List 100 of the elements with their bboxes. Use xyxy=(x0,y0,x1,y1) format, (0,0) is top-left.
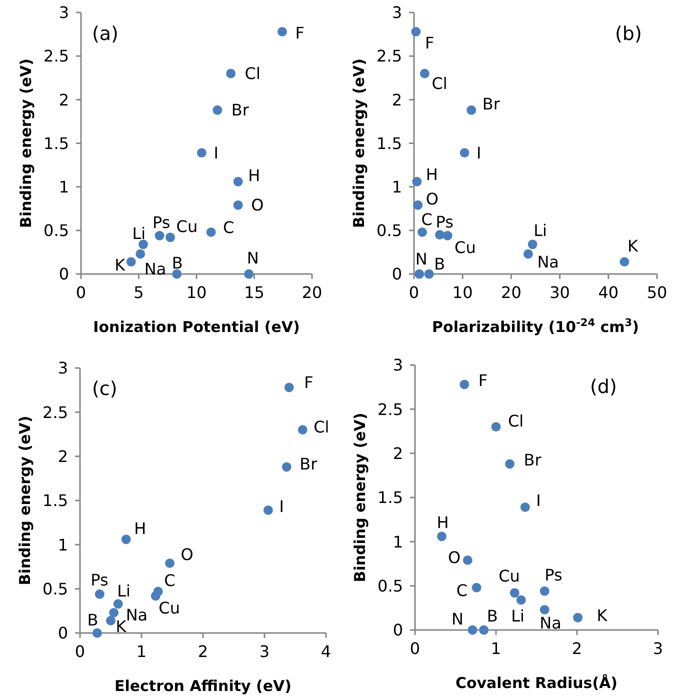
y-tick-label: 3 xyxy=(392,3,402,22)
annotation: Na xyxy=(537,252,559,272)
point xyxy=(411,26,421,36)
y-tick-label: 0 xyxy=(58,624,68,643)
annotation: Li xyxy=(132,224,146,243)
point xyxy=(528,240,538,250)
annotation: I xyxy=(279,496,284,516)
point xyxy=(540,586,550,596)
point xyxy=(150,591,160,601)
y-tick-label: 0.5 xyxy=(42,579,68,598)
x-tick-label: 3 xyxy=(259,642,270,661)
y-tick-label: 0.5 xyxy=(378,576,403,596)
annotation: B xyxy=(172,254,183,273)
y-tick-label: 2 xyxy=(58,446,68,466)
text: (b) xyxy=(615,23,642,45)
y-tick-label: 2.5 xyxy=(42,402,68,422)
annotation: N xyxy=(452,610,464,629)
y-tick-label: 0.5 xyxy=(44,221,69,240)
y-tick-label: 1 xyxy=(392,532,403,552)
point xyxy=(491,422,501,432)
point xyxy=(94,589,104,599)
y-tick-label: 1 xyxy=(392,177,402,196)
point xyxy=(472,582,482,592)
point xyxy=(435,230,444,240)
point xyxy=(460,148,470,158)
annotation: H xyxy=(248,166,260,186)
x-tick-label: 2 xyxy=(572,639,582,658)
point xyxy=(442,230,452,240)
x-tick-label: 50 xyxy=(646,283,668,302)
annotation: B xyxy=(434,254,446,274)
y-tick-label: 3 xyxy=(392,356,403,375)
text: (d) xyxy=(590,376,617,398)
annotation: Cl xyxy=(432,74,448,94)
point xyxy=(172,269,182,279)
annotation: H xyxy=(436,512,449,532)
point xyxy=(138,240,148,250)
point xyxy=(212,105,222,115)
annotation: K xyxy=(596,606,608,626)
point xyxy=(277,26,287,36)
annotation: F xyxy=(424,33,434,52)
x-tick-label: 3 xyxy=(652,639,664,658)
annotation: Ps xyxy=(436,212,454,232)
annotation: C xyxy=(223,218,234,237)
point xyxy=(196,148,206,158)
point xyxy=(284,382,294,392)
annotation: Na xyxy=(126,605,148,624)
point xyxy=(121,534,131,544)
point xyxy=(298,425,308,435)
annotation: H xyxy=(134,518,146,538)
point xyxy=(226,68,236,78)
point xyxy=(620,257,630,267)
point xyxy=(92,628,102,638)
y-tick-label: 1.5 xyxy=(44,134,69,153)
y-tick-label: 0 xyxy=(392,264,402,284)
x-tick-label: 5 xyxy=(134,283,144,302)
point xyxy=(466,105,476,115)
text: (c) xyxy=(92,378,118,400)
annotation: I xyxy=(214,143,218,162)
point xyxy=(523,249,533,259)
y-axis-title: Binding energy (eV) xyxy=(16,416,34,586)
y-tick-label: 1 xyxy=(58,177,69,196)
point xyxy=(505,459,514,469)
annotation: F xyxy=(295,23,304,42)
point xyxy=(263,506,273,515)
point xyxy=(437,532,446,542)
y-axis-title: Binding energy (eV) xyxy=(350,58,368,228)
annotation: I xyxy=(536,490,541,510)
y-axis-title: Binding energy (eV) xyxy=(17,58,35,228)
x-tick-label: 0 xyxy=(408,283,420,302)
annotation: O xyxy=(180,544,194,564)
annotation: C xyxy=(456,581,468,600)
x-tick-label: 0 xyxy=(76,283,86,302)
point xyxy=(165,558,175,568)
point xyxy=(166,232,175,242)
point xyxy=(282,462,292,472)
point xyxy=(418,227,427,237)
x-tick-label: 4 xyxy=(320,642,332,661)
x-tick-label: 15 xyxy=(244,283,264,302)
y-tick-label: 1.5 xyxy=(378,488,403,508)
annotation: K xyxy=(114,255,126,274)
point xyxy=(462,556,472,565)
x-tick-label: 0 xyxy=(410,639,420,658)
y-tick-label: 2.5 xyxy=(378,400,403,419)
annotation: Ps xyxy=(152,213,170,232)
point xyxy=(412,176,422,186)
text: (a) xyxy=(92,23,118,45)
point xyxy=(413,200,423,210)
point xyxy=(460,380,470,390)
annotation: Cu xyxy=(454,238,476,258)
point xyxy=(113,599,123,609)
y-tick-label: 1.5 xyxy=(376,134,402,153)
point xyxy=(126,257,136,267)
point xyxy=(479,625,489,635)
x-tick-label: 2 xyxy=(198,642,208,661)
annotation: N xyxy=(415,250,428,269)
annotation: Na xyxy=(144,260,166,279)
annotation: H xyxy=(426,165,438,184)
y-tick-label: 0.5 xyxy=(376,221,402,240)
y-tick-label: 1.5 xyxy=(42,491,68,510)
point xyxy=(244,269,254,279)
